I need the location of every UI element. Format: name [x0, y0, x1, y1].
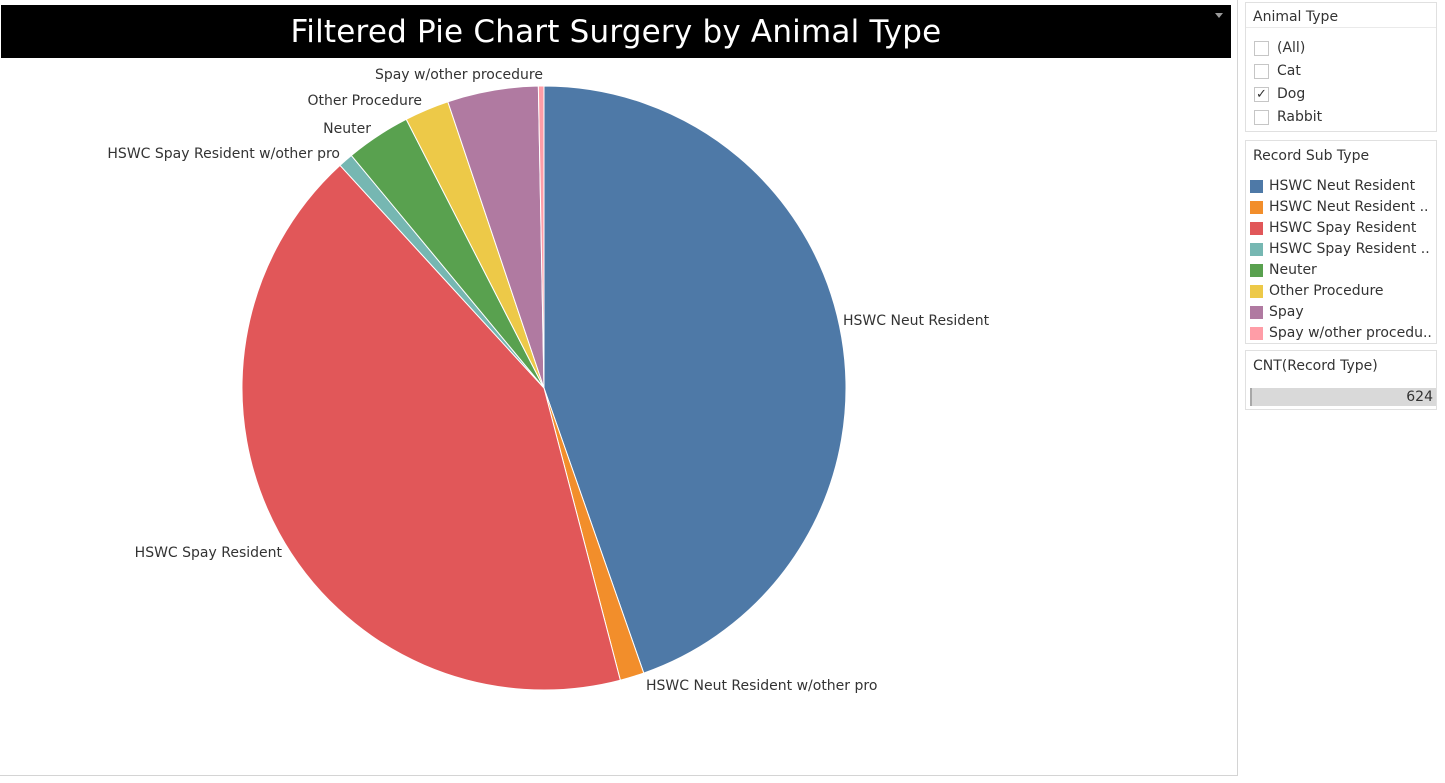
filter-option-label: (All) [1277, 40, 1306, 56]
animal-type-filter: Animal Type (All) Cat ✓ Dog Rabbit [1245, 2, 1437, 132]
legend-swatch [1250, 242, 1263, 256]
filter-option-label: Rabbit [1277, 109, 1323, 125]
legend-swatch [1250, 221, 1263, 235]
chart-title-text: Filtered Pie Chart Surgery by Animal Typ… [290, 13, 942, 50]
legend-label: HSWC Neut Resident [1269, 178, 1416, 194]
filter-option-all[interactable]: (All) [1254, 38, 1305, 58]
legend-label: Spay w/other procedu.. [1269, 325, 1432, 341]
record-sub-type-legend: Record Sub Type HSWC Neut Resident HSWC … [1245, 140, 1437, 344]
pie-slice[interactable] [537, 85, 545, 389]
filter-title: Animal Type [1246, 3, 1436, 28]
sidebar: Animal Type (All) Cat ✓ Dog Rabbit Recor… [1239, 0, 1445, 783]
legend-swatch [1250, 179, 1263, 193]
slice-label: HSWC Spay Resident w/other pro [107, 146, 340, 162]
legend-swatch [1250, 263, 1263, 277]
legend-item[interactable]: Spay w/other procedu.. [1250, 323, 1434, 343]
slice-label: HSWC Neut Resident [843, 313, 990, 329]
pie-chart: HSWC Neut Resident HSWC Neut Resident w/o… [107, 67, 990, 694]
legend-swatch [1250, 326, 1263, 340]
legend-swatch [1250, 284, 1263, 298]
filter-option-label: Cat [1277, 63, 1301, 79]
checkmark-icon[interactable]: ✓ [1254, 86, 1269, 102]
legend-label: Spay [1269, 304, 1304, 320]
worksheet: Filtered Pie Chart Surgery by Animal Typ… [0, 0, 1238, 776]
slice-label: HSWC Spay Resident [135, 545, 283, 561]
slice-label: Spay w/other procedure [375, 67, 543, 83]
legend-label: HSWC Neut Resident .. [1269, 199, 1429, 215]
chart-title: Filtered Pie Chart Surgery by Animal Typ… [1, 5, 1231, 58]
legend-item[interactable]: HSWC Neut Resident [1250, 176, 1434, 196]
legend-label: Neuter [1269, 262, 1317, 278]
filter-option-rabbit[interactable]: Rabbit [1254, 107, 1322, 127]
legend-label: HSWC Spay Resident .. [1269, 241, 1430, 257]
filter-option-label: Dog [1277, 86, 1306, 102]
legend-item[interactable]: HSWC Spay Resident .. [1250, 239, 1434, 259]
size-legend-bar: 624 [1250, 388, 1436, 406]
checkbox-icon[interactable] [1254, 109, 1269, 125]
legend-item[interactable]: Other Procedure [1250, 281, 1434, 301]
dropdown-arrow-icon[interactable] [1215, 13, 1223, 18]
checkbox-icon[interactable] [1254, 40, 1269, 56]
filter-option-dog[interactable]: ✓ Dog [1254, 84, 1305, 104]
legend-label: HSWC Spay Resident [1269, 220, 1417, 236]
slice-label: HSWC Neut Resident w/other pro [646, 678, 877, 694]
slice-label: Other Procedure [307, 93, 422, 109]
legend-title: Record Sub Type [1253, 148, 1370, 164]
checkbox-icon[interactable] [1254, 63, 1269, 79]
legend-item[interactable]: Spay [1250, 302, 1434, 322]
pie-slice[interactable] [543, 85, 847, 674]
legend-swatch [1250, 305, 1263, 319]
pie-slice[interactable] [241, 164, 621, 691]
size-legend-title: CNT(Record Type) [1253, 358, 1378, 374]
filter-option-cat[interactable]: Cat [1254, 61, 1301, 81]
size-legend: CNT(Record Type) 624 [1245, 350, 1437, 410]
legend-item[interactable]: HSWC Neut Resident .. [1250, 197, 1434, 217]
legend-item[interactable]: Neuter [1250, 260, 1434, 280]
legend-label: Other Procedure [1269, 283, 1384, 299]
slice-label: Neuter [323, 121, 371, 137]
size-legend-value: 624 [1406, 389, 1433, 405]
legend-swatch [1250, 200, 1263, 214]
legend-item[interactable]: HSWC Spay Resident [1250, 218, 1434, 238]
